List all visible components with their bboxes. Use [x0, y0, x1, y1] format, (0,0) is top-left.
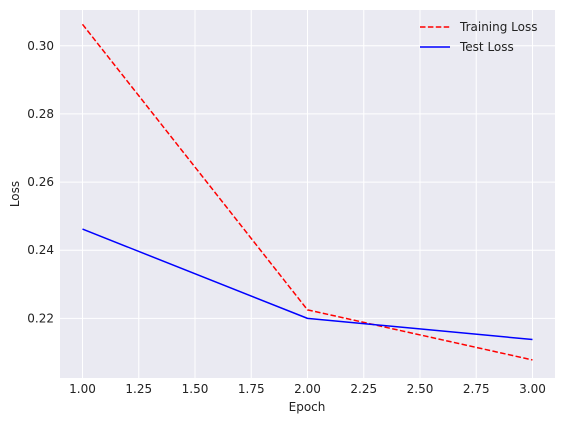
x-tick-label: 2.00 [294, 382, 321, 396]
series-line-test-loss [82, 228, 533, 341]
x-tick-label: 1.50 [182, 382, 209, 396]
x-tick-label: 1.25 [125, 382, 152, 396]
y-tick-label: 0.22 [27, 311, 54, 325]
x-tick-label: 1.75 [238, 382, 265, 396]
x-tick-label: 2.75 [463, 382, 490, 396]
y-tick-label: 0.24 [27, 243, 54, 257]
y-tick-labels: 0.22 0.24 0.26 0.28 0.30 [27, 39, 54, 326]
x-axis-label: Epoch [289, 400, 326, 414]
legend-label: Test Loss [459, 40, 514, 54]
y-tick-label: 0.30 [27, 39, 54, 53]
x-tick-labels: 1.00 1.25 1.50 1.75 2.00 2.25 2.50 2.75 3.00 [69, 382, 546, 396]
y-tick-label: 0.26 [27, 175, 54, 189]
series-line-training-loss [81, 23, 533, 361]
series-layer [81, 23, 533, 361]
x-tick-label: 3.00 [519, 382, 546, 396]
x-gridlines [82, 10, 533, 378]
y-axis-label: Loss [8, 181, 22, 207]
x-tick-label: 2.25 [350, 382, 377, 396]
x-tick-label: 1.00 [69, 382, 96, 396]
y-tick-label: 0.28 [27, 107, 54, 121]
legend-label: Training Loss [459, 20, 537, 34]
x-tick-label: 2.50 [407, 382, 434, 396]
legend: Training Loss Test Loss [420, 20, 537, 54]
